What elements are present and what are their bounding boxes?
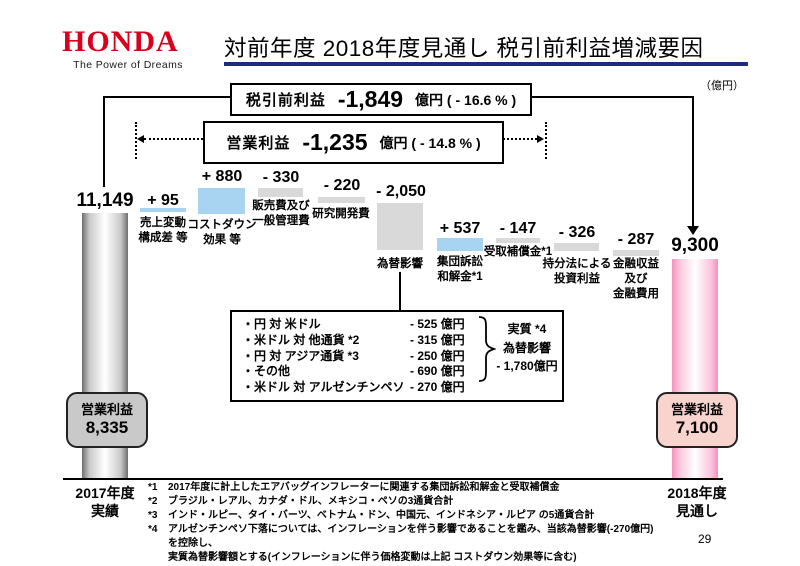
fx-callout-connector [399, 272, 401, 310]
fx-row: ・その他 - 690 億円 [242, 364, 480, 380]
bar-label-compensation: 受取補償金*1 [483, 246, 553, 258]
fx-summary-line3: - 1,780億円 [496, 359, 558, 374]
operating-profit-badge-2017: 営業利益 8,335 [66, 392, 148, 448]
bar-compensation [496, 238, 540, 243]
dotted-line-left [144, 138, 203, 140]
honda-tagline: The Power of Dreams [73, 59, 183, 71]
bar-value-finance: - 287 [617, 231, 655, 248]
badge-value-2018: 7,100 [675, 417, 719, 437]
footnote-3: *3 インド・ルピー、タイ・バーツ、ベトナム・ドン、中国元、インドネシア・ルピア… [148, 509, 656, 523]
footnote-text: インド・ルピー、タイ・バーツ、ベトナム・ドン、中国元、インドネシア・ルピア の5… [168, 510, 595, 521]
bar-label-cost-down: コストダウン 効果 等 [187, 219, 257, 246]
fx-row: ・円 対 アジア通貨 *3 - 250 億円 [242, 349, 480, 365]
fx-summary: 実質 *4 為替影響 - 1,780億円 [494, 320, 560, 376]
fx-row-amount: - 690 億円 [410, 364, 465, 379]
bar-sga [258, 188, 303, 197]
pretax-suffix: 億円 ( - 16.6 % ) [415, 91, 517, 108]
footnote-1: *1 2017年度に計上したエアバッグインフレーターに関連する集団訴訟和解金と受… [148, 481, 656, 495]
page-title: 対前年度 2018年度見通し 税引前利益増減要因 [224, 36, 704, 61]
bar-value-equity: - 326 [558, 224, 596, 241]
honda-logo: HONDA The Power of Dreams [62, 25, 194, 72]
footnote-text: ブラジル・レアル、カナダ・ドル、メキシコ・ペソの3通貨合計 [168, 496, 454, 507]
page-number: 29 [698, 532, 712, 546]
fx-row-amount: - 525 億円 [410, 317, 465, 331]
fx-row: ・米ドル 対 アルゼンチンペソ - 270 億円 [242, 380, 480, 396]
bar-label-sga: 販売費及び 一般管理費 [252, 200, 310, 227]
bar-label-fx: 為替影響 [377, 258, 423, 270]
pretax-profit-box: 税引前利益 -1,849 億円 ( - 16.6 % ) [230, 83, 532, 116]
footnote-4: *4 アルゼンチンペソ下落については、インフレーションを伴う影響であることを鑑み… [148, 523, 656, 565]
fx-row-name: ・米ドル 対 他通貨 *2 [242, 332, 360, 347]
bar-value-fx: - 2,050 [376, 183, 426, 200]
bar-sales-mix [140, 208, 186, 212]
fx-rows: ・円 対 米ドル - 525 億円 ・米ドル 対 他通貨 *2 - 315 億円… [242, 317, 480, 396]
footnotes: *1 2017年度に計上したエアバッグインフレーターに関連する集団訴訟和解金と受… [148, 481, 656, 565]
fx-summary-line1: 実質 *4 [507, 322, 547, 336]
bar-rd [318, 197, 365, 203]
bar-value-rd: - 220 [323, 177, 361, 194]
operating-label: 営業利益 [226, 135, 291, 152]
footnote-2: *2 ブラジル・レアル、カナダ・ドル、メキシコ・ペソの3通貨合計 [148, 495, 656, 509]
fx-summary-line2: 為替影響 [502, 340, 551, 355]
connector-right-vertical [692, 96, 694, 228]
footnote-marker: *2 [148, 496, 158, 507]
dotted-arrow-left-icon [137, 135, 144, 143]
fx-row-amount: - 270 億円 [410, 380, 465, 395]
fx-row-amount: - 315 億円 [410, 332, 465, 347]
bar-value-sga: - 330 [262, 169, 300, 186]
fx-detail-box: ・円 対 米ドル - 525 億円 ・米ドル 対 他通貨 *2 - 315 億円… [230, 310, 564, 402]
footnote-text: 2017年度に計上したエアバッグインフレーターに関連する集団訴訟和解金と受取補償… [168, 482, 560, 493]
pretax-value: -1,849 [337, 86, 404, 112]
fx-row-name: ・米ドル 対 アルゼンチンペソ [242, 380, 405, 395]
period-label-2018: 2018年度 見通し [667, 485, 727, 520]
dotted-marker-right [545, 122, 547, 159]
bar-value-cost-down: + 880 [201, 168, 243, 185]
dotted-arrow-right-icon [537, 135, 544, 143]
bar-value-fy2018: 9,300 [671, 235, 719, 256]
bar-settlement [437, 238, 483, 251]
brace-icon [478, 316, 496, 382]
fx-row-name: ・その他 [242, 364, 291, 379]
operating-profit-box: 営業利益 -1,235 億円 ( - 14.8 % ) [203, 121, 504, 164]
bar-value-compensation: - 147 [499, 220, 537, 237]
operating-suffix: 億円 ( - 14.8 % ) [379, 134, 481, 151]
footnote-marker: *1 [148, 482, 158, 493]
bar-label-settlement: 集団訴訟 和解金*1 [437, 256, 483, 283]
fx-row-amount: - 250 億円 [410, 348, 465, 363]
badge-label-2018: 営業利益 [670, 402, 723, 417]
fx-row: ・米ドル 対 他通貨 *2 - 315 億円 [242, 333, 480, 349]
bar-value-fy2017: 11,149 [76, 190, 134, 211]
bar-finance [613, 250, 659, 256]
bar-equity [554, 243, 599, 251]
bar-value-sales-mix: + 95 [147, 192, 179, 209]
bar-label-finance: 金融収益 及び 金融費用 [613, 258, 659, 300]
fx-row-name: ・円 対 アジア通貨 *3 [242, 348, 359, 363]
operating-profit-badge-2018: 営業利益 7,100 [656, 392, 738, 448]
footnote-marker: *4 [148, 524, 158, 535]
fx-row-name: ・円 対 米ドル [242, 317, 321, 331]
bar-label-rd: 研究開発費 [312, 208, 370, 220]
dotted-line-right [500, 138, 537, 140]
fx-row: ・円 対 米ドル - 525 億円 [242, 317, 480, 333]
badge-value-2017: 8,335 [85, 417, 129, 437]
unit-note: （億円） [700, 80, 744, 92]
bar-value-settlement: + 537 [439, 220, 481, 237]
bar-fx-impact [377, 203, 423, 250]
dotted-marker-left [135, 122, 137, 159]
badge-label-2017: 営業利益 [80, 402, 133, 417]
chart-baseline [63, 478, 723, 480]
connector-left-vertical [103, 96, 105, 187]
bar-cost-down [198, 188, 245, 214]
honda-wordmark: HONDA [62, 25, 179, 58]
arrow-down-icon [687, 226, 699, 235]
bar-label-equity: 持分法による 投資利益 [542, 258, 612, 285]
bar-label-sales-mix: 売上変動 構成差 等 [138, 217, 188, 244]
title-underline [224, 62, 748, 66]
operating-value: -1,235 [302, 129, 368, 155]
pretax-label: 税引前利益 [245, 92, 326, 109]
period-label-2017: 2017年度 実績 [75, 485, 135, 520]
footnote-text: アルゼンチンペソ下落については、インフレーションを伴う影響であることを鑑み、当該… [168, 524, 654, 563]
footnote-marker: *3 [148, 510, 158, 521]
